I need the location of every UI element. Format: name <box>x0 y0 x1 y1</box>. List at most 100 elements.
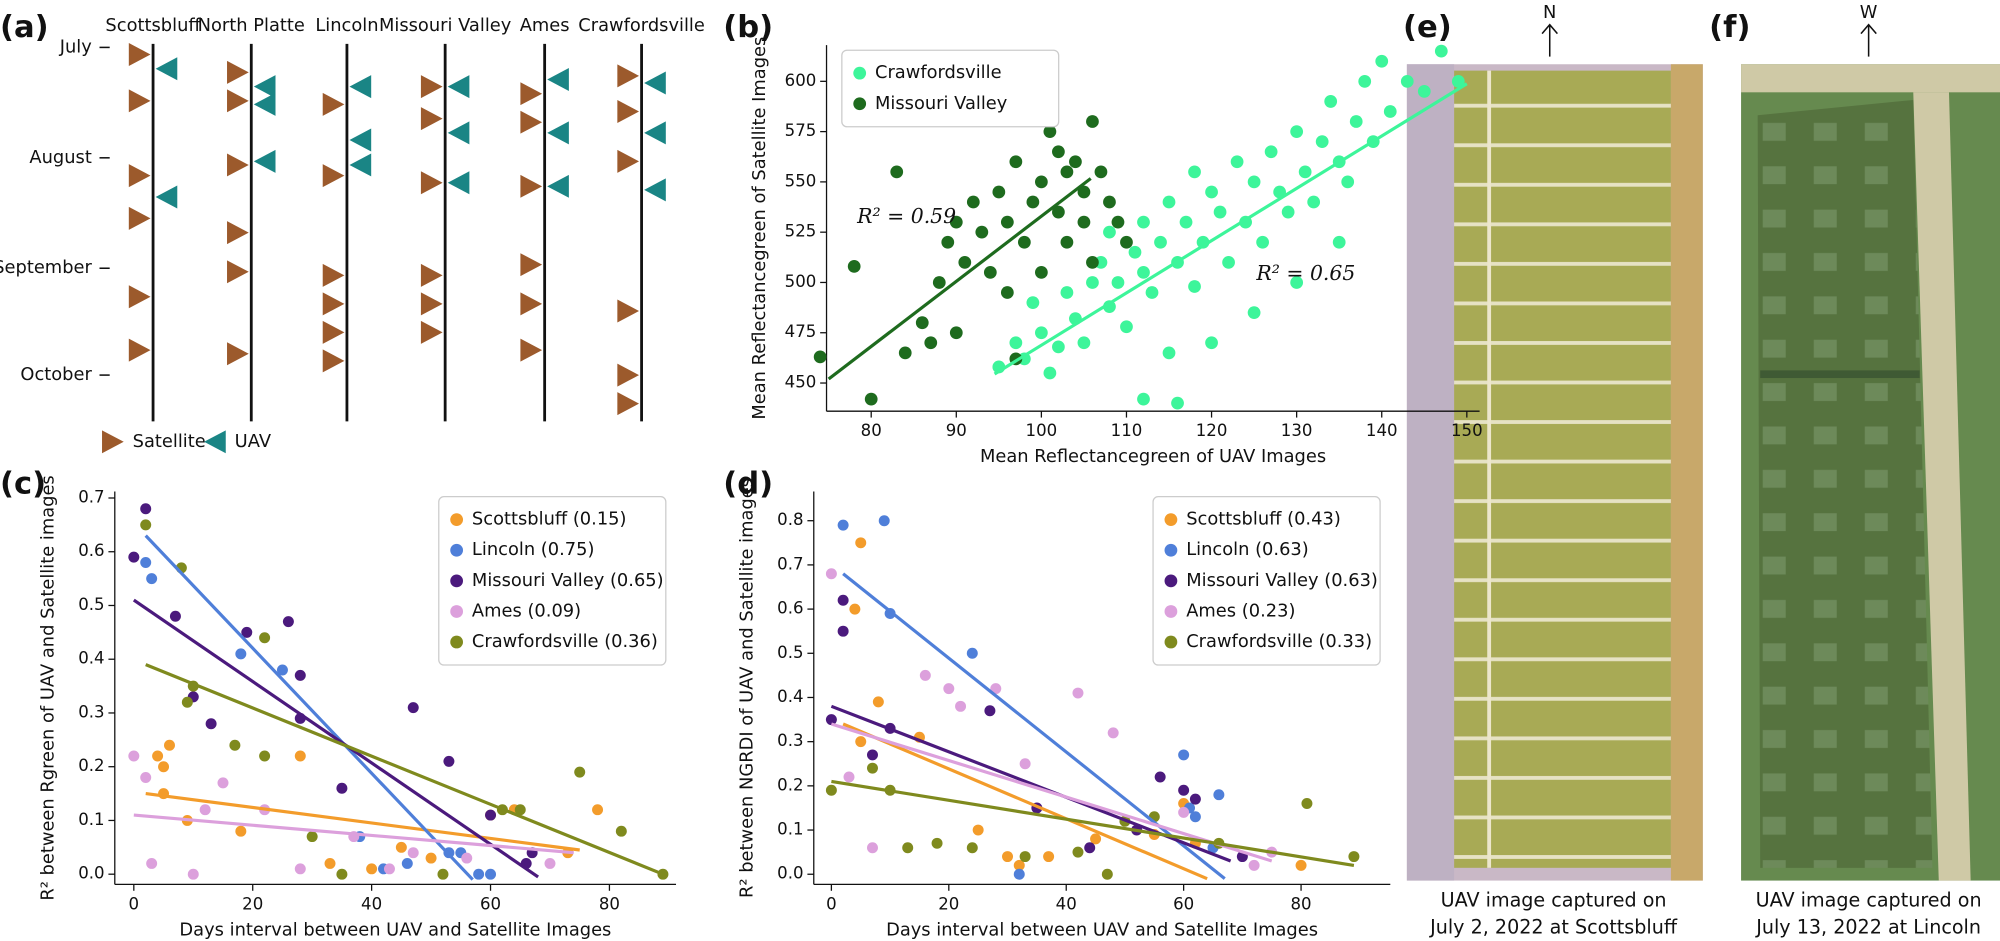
point <box>1358 74 1372 88</box>
date-marker <box>322 292 345 316</box>
fit-line <box>842 722 1208 881</box>
point <box>825 714 837 726</box>
point <box>294 669 306 681</box>
date-marker <box>420 107 443 131</box>
caption: July 13, 2022 at Lincoln <box>1755 915 1981 938</box>
point <box>1307 195 1321 209</box>
y-tick-label: 475 <box>785 322 817 341</box>
caption: UAV image captured on <box>1756 888 1982 911</box>
date-marker <box>227 260 249 284</box>
point <box>324 857 336 869</box>
y-tick-label: 500 <box>785 272 817 291</box>
point <box>1013 859 1025 871</box>
date-marker <box>420 292 443 316</box>
fit-line <box>133 813 574 855</box>
point <box>146 857 158 869</box>
point <box>199 804 211 816</box>
date-marker <box>617 363 640 387</box>
point <box>1264 145 1278 159</box>
point <box>847 259 861 273</box>
point <box>915 316 929 330</box>
point <box>158 761 170 773</box>
point <box>843 771 855 783</box>
point <box>294 863 306 875</box>
x-tick-label: 60 <box>480 894 501 913</box>
y-tick-label: 0.0 <box>777 864 803 883</box>
x-tick-label: 100 <box>1026 421 1058 440</box>
point <box>1043 851 1055 863</box>
point <box>1171 396 1184 410</box>
fit-line <box>993 82 1468 376</box>
date-marker <box>322 92 345 116</box>
date-marker <box>520 253 543 277</box>
date-marker <box>349 153 372 177</box>
point <box>128 750 140 762</box>
point <box>140 557 152 568</box>
point <box>241 626 253 638</box>
date-marker <box>322 164 345 188</box>
point <box>837 625 849 637</box>
point <box>1111 276 1125 289</box>
point <box>825 568 837 580</box>
point <box>1349 115 1363 128</box>
point <box>1052 145 1065 159</box>
date-marker <box>227 89 249 113</box>
point <box>878 515 890 527</box>
point <box>1043 366 1057 380</box>
y-tick-label: 525 <box>785 222 817 241</box>
point <box>473 868 485 880</box>
caption: UAV image captured on <box>1441 888 1667 911</box>
x-tick-label: 90 <box>946 421 967 440</box>
point <box>849 603 861 615</box>
point <box>1341 175 1355 189</box>
point <box>992 185 1006 199</box>
y-axis-label: R² between Rgreen of UAV and Satellite i… <box>37 475 58 900</box>
point <box>592 804 604 816</box>
point <box>1247 306 1261 320</box>
point <box>1019 851 1031 863</box>
date-marker <box>644 71 666 95</box>
legend-label: Satellite <box>133 431 206 452</box>
compass-letter: N <box>1543 2 1556 23</box>
date-marker <box>447 171 470 195</box>
point <box>1035 266 1048 279</box>
y-axis-label: Mean Reflectancegreen of Satellite Image… <box>749 37 770 420</box>
point <box>1120 320 1133 334</box>
legend-label: Crawfordsville <box>875 62 1002 83</box>
point <box>932 276 946 289</box>
point <box>1301 798 1313 810</box>
date-marker <box>155 185 178 209</box>
point <box>1295 859 1307 871</box>
point <box>205 718 217 730</box>
date-marker <box>322 349 345 373</box>
legend-marker <box>450 605 464 618</box>
point <box>966 842 978 854</box>
point <box>282 616 294 628</box>
y-tick-label: 0.7 <box>78 487 104 506</box>
legend-marker <box>450 635 464 649</box>
date-marker <box>447 121 470 145</box>
date-marker <box>253 75 276 99</box>
legend-label: Lincoln (0.75) <box>472 539 595 560</box>
point <box>949 326 963 340</box>
legend-marker <box>853 66 867 80</box>
fit-line <box>132 598 539 879</box>
legend-marker <box>1164 543 1178 557</box>
y-tick-label: 0.2 <box>78 756 104 775</box>
date-marker <box>253 92 276 116</box>
point <box>1077 185 1091 199</box>
legend-marker <box>1164 574 1178 588</box>
point <box>1189 793 1201 805</box>
point <box>615 825 627 837</box>
legend-marker <box>450 513 464 526</box>
point <box>872 696 884 708</box>
y-tick-label: 0.1 <box>777 820 803 839</box>
point <box>425 852 437 864</box>
date-marker <box>520 338 543 362</box>
legend-label: UAV <box>235 431 272 452</box>
legend-marker <box>1164 635 1178 649</box>
date-marker <box>227 342 249 366</box>
point <box>1002 851 1014 863</box>
x-tick-label: 60 <box>1173 894 1194 913</box>
point <box>1128 245 1142 259</box>
